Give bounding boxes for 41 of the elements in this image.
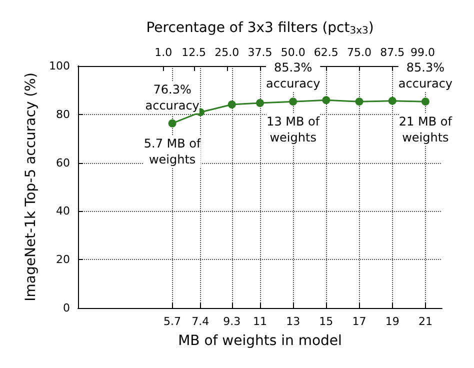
y-tick-label: 100 <box>49 60 70 72</box>
x-tick-label: 11 <box>253 315 267 328</box>
x2-tick-label: 1.0 <box>154 46 172 59</box>
point <box>228 100 236 108</box>
point <box>322 96 330 104</box>
x-tick-label: 5.7 <box>164 315 182 328</box>
x2-tick-label: 12.5 <box>182 46 206 59</box>
annotation: 21 MB of weights <box>398 114 453 145</box>
point <box>256 99 264 108</box>
y-tick-label: 40 <box>56 204 70 218</box>
x-tick-label: 21 <box>418 315 432 328</box>
x-tick-label: 13 <box>286 315 300 328</box>
x-tick-label: 15 <box>319 315 334 328</box>
x-tick-label: 19 <box>385 315 400 328</box>
x2-tick-label: 50.0 <box>280 46 306 59</box>
y-tick-label: 20 <box>56 253 70 266</box>
point <box>168 119 176 128</box>
point <box>289 98 298 106</box>
point <box>388 96 396 105</box>
annotation: 13 MB of weights <box>266 114 320 145</box>
x-tick-label: 7.4 <box>192 315 210 328</box>
x2-tick-label: 87.5 <box>380 46 405 59</box>
x2-tick-label: 99.0 <box>410 46 436 59</box>
y-axis-title: ImageNet-1k Top-5 accuracy (%) <box>23 72 40 302</box>
y-tick-label: 80 <box>56 108 70 121</box>
x2-tick-label: 75.0 <box>347 46 372 59</box>
y-tick-label: 60 <box>56 156 70 170</box>
annotation: 85.3% accuracy <box>398 60 453 91</box>
x2-tick-label: 25.0 <box>214 46 240 59</box>
x2-tick-label: 37.5 <box>248 46 272 59</box>
point <box>421 98 430 106</box>
x-tick-label: 9.3 <box>223 315 241 328</box>
x-tick-label: 17 <box>352 315 366 328</box>
x-axis-title: MB of weights in model <box>178 333 342 349</box>
x2-axis-title: Percentage of 3x3 filters (pct3x3) <box>146 20 374 36</box>
annotation: 76.3% accuracy <box>145 82 200 112</box>
x2-tick-label: 62.5 <box>314 46 338 59</box>
annotation: 85.3% accuracy <box>266 60 320 91</box>
annotation: 5.7 MB of weights <box>144 136 202 166</box>
y-tick-label: 0 <box>63 302 70 314</box>
point <box>355 98 364 106</box>
